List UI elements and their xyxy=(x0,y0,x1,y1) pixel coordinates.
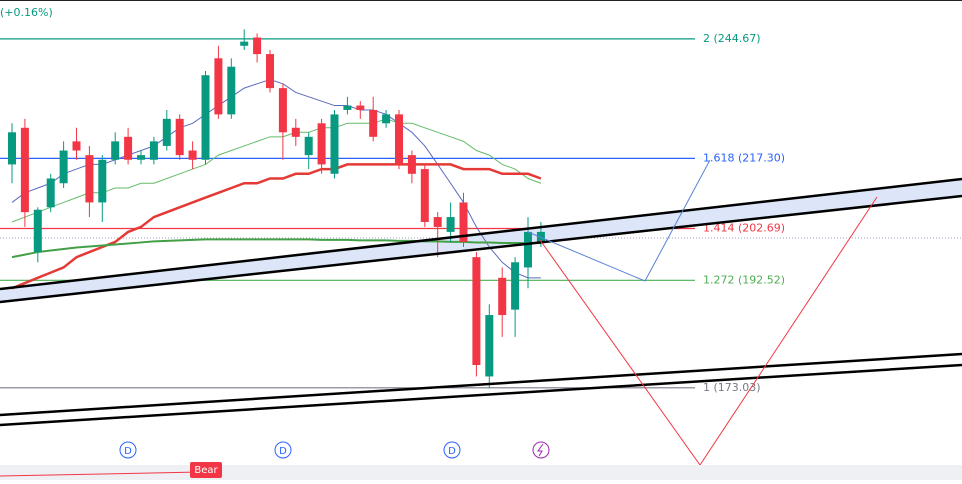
candle-body xyxy=(33,209,42,253)
candle-body xyxy=(511,262,520,310)
signal-label: Bear xyxy=(194,465,218,476)
candle-body xyxy=(433,217,442,227)
candles xyxy=(8,29,545,389)
candle-body xyxy=(59,150,68,184)
candle-body xyxy=(98,159,107,203)
bottom-strip xyxy=(0,465,962,480)
candle-body xyxy=(395,114,403,165)
candle-body xyxy=(291,127,300,137)
candle-body xyxy=(214,58,223,115)
candle-body xyxy=(111,141,120,160)
candle-body xyxy=(446,217,455,232)
candle-body xyxy=(227,66,236,115)
candle-body xyxy=(356,105,365,110)
candle-body xyxy=(369,109,378,137)
candle-body xyxy=(201,75,210,160)
marker-label: D xyxy=(124,446,132,457)
fib-label: 2 (244.67) xyxy=(703,32,761,45)
fib-label: 1.414 (202.69) xyxy=(703,221,785,234)
candle-body xyxy=(266,54,274,89)
candle-body xyxy=(162,118,171,146)
change-label: (+0.16%) xyxy=(0,6,53,19)
lightning-icon xyxy=(537,443,544,457)
candle-body xyxy=(124,136,133,160)
candle-body xyxy=(85,155,94,203)
candle-body xyxy=(524,231,532,268)
support-line xyxy=(0,363,962,427)
channel-line xyxy=(0,177,962,291)
candle-body xyxy=(8,132,16,165)
channel-line xyxy=(0,194,962,304)
bull-projection xyxy=(527,159,711,282)
marker-label: D xyxy=(448,446,456,457)
dividend-marker[interactable] xyxy=(443,441,461,459)
candle-body xyxy=(20,127,29,213)
channel-fill xyxy=(0,179,962,302)
fib-label: 1 (173.03) xyxy=(703,381,761,394)
candle-body xyxy=(278,88,287,133)
candle-body xyxy=(472,257,481,365)
support-line xyxy=(0,352,962,417)
candle-body xyxy=(72,141,81,151)
candle-body xyxy=(485,315,494,377)
lightning-marker[interactable] xyxy=(532,441,550,459)
candle-body xyxy=(175,118,184,156)
candle-body xyxy=(240,41,249,46)
candle-body xyxy=(317,123,326,165)
moving-average xyxy=(11,238,541,259)
candle-body xyxy=(407,155,416,174)
signal-line xyxy=(0,471,201,477)
candle-body xyxy=(253,37,262,55)
dividend-marker[interactable] xyxy=(274,441,292,459)
signal-badge[interactable] xyxy=(190,462,222,478)
moving-average xyxy=(11,163,542,290)
candle-body xyxy=(330,114,339,174)
candle-body xyxy=(149,141,158,160)
candle-body xyxy=(137,155,145,160)
candle-body xyxy=(382,114,391,124)
fib-label: 1.618 (217.30) xyxy=(703,151,785,164)
candle-body xyxy=(459,202,468,242)
candle-body xyxy=(420,169,429,222)
candle-body xyxy=(304,136,313,156)
candle-body xyxy=(343,105,352,110)
candle-body xyxy=(46,178,55,208)
fib-label: 1.272 (192.52) xyxy=(703,273,785,286)
dividend-marker[interactable] xyxy=(119,441,137,459)
marker-label: D xyxy=(279,446,287,457)
candle-body xyxy=(188,150,197,160)
candle-body xyxy=(498,277,507,316)
